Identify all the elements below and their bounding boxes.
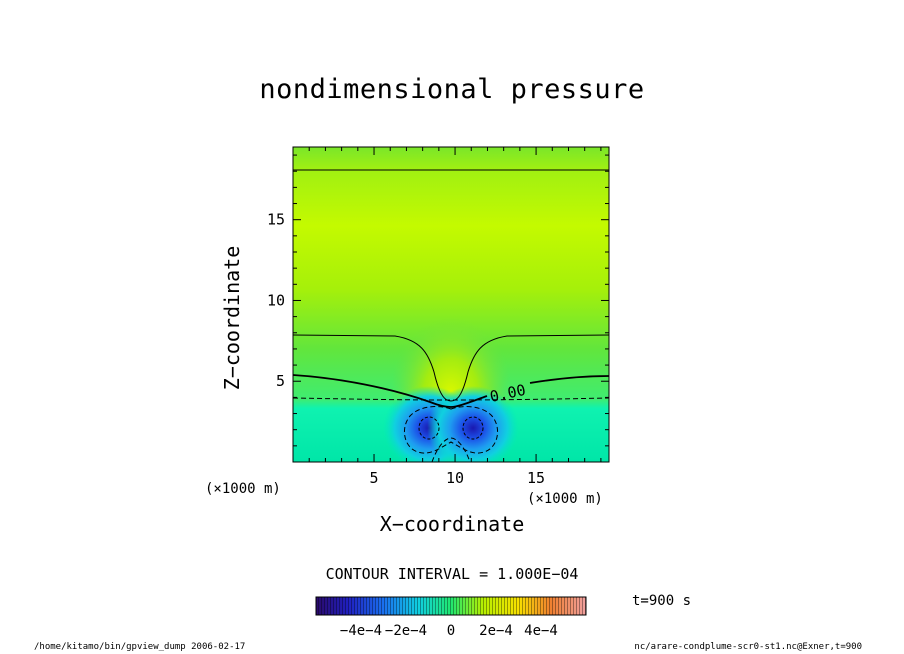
plot-frame [292, 146, 610, 463]
y-tick-label: 5 [276, 372, 285, 390]
contour-zero [293, 374, 488, 408]
footer-right: nc/arare-condplume-scr0-st1.nc@Exner,t=9… [634, 642, 862, 652]
x-axis-label: X−coordinate [379, 512, 525, 536]
x-tick-label: 15 [527, 469, 545, 487]
colorbar-stripes [316, 597, 586, 615]
z-unit-label: (×1000 m) [205, 481, 281, 497]
x-tick-label: 5 [370, 469, 379, 487]
contour-dip [293, 334, 609, 402]
x-unit-label: (×1000 m) [527, 491, 603, 507]
axis-tick-labels: 5 10 15 5 10 15 [267, 211, 545, 487]
chart-title: nondimensional pressure [259, 74, 645, 105]
axis-ticks [293, 147, 609, 462]
colorbar-tick-label: −4e−4 [340, 623, 382, 639]
colorbar-frame [315, 596, 587, 616]
colorbar-tick-label: 0 [447, 623, 455, 639]
contour-negative-outer [293, 397, 609, 401]
contour-negative-loop [403, 406, 499, 454]
colorbar-tick-labels: −4e−4 −2e−4 0 2e−4 4e−4 [340, 623, 558, 639]
contour-core-left [418, 416, 440, 440]
contour-core-right [462, 416, 484, 440]
time-label: t=900 s [632, 593, 692, 609]
colorbar-tick-label: −2e−4 [385, 623, 427, 639]
x-tick-label: 10 [446, 469, 464, 487]
y-axis-label: Z−coordinate [220, 245, 244, 391]
contour-zero-right [529, 375, 609, 384]
y-tick-label: 10 [267, 291, 285, 309]
colorbar-tick-label: 2e−4 [479, 623, 513, 639]
y-tick-label: 15 [267, 211, 285, 229]
footer-left: /home/kitamo/bin/gpview_dump 2006-02-17 [34, 642, 246, 652]
contour-negative-base [431, 437, 471, 462]
contour-interval: CONTOUR INTERVAL = 1.000E−04 [325, 565, 579, 583]
colorbar-tick-label: 4e−4 [524, 623, 558, 639]
plot-area: 0.00 [293, 147, 609, 462]
